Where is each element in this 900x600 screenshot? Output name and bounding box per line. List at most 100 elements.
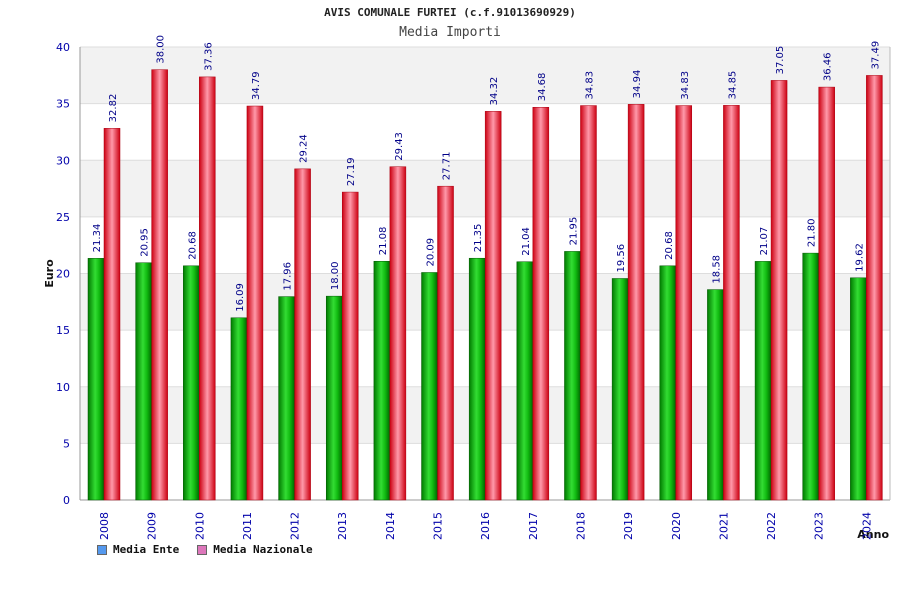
x-tick-label: 2009: [146, 512, 159, 540]
x-tick-label: 2019: [622, 512, 635, 540]
bar-media-nazionale: [675, 105, 693, 501]
data-label: 19.56: [616, 244, 627, 273]
x-tick-label: 2008: [98, 512, 111, 540]
data-label: 21.35: [473, 224, 484, 253]
bar-media-ente: [278, 296, 295, 501]
data-label: 38.00: [156, 35, 167, 64]
x-tick-label: 2010: [193, 512, 206, 540]
bar-media-nazionale: [437, 185, 454, 501]
data-label: 36.46: [823, 52, 834, 81]
y-tick-label: 0: [63, 494, 70, 507]
data-label: 29.24: [299, 134, 310, 163]
bar-media-nazionale: [866, 75, 883, 501]
x-tick-label: 2022: [765, 512, 778, 540]
x-tick-label: 2015: [432, 512, 445, 540]
y-tick-label: 20: [56, 268, 70, 281]
legend-label-ente: Media Ente: [113, 543, 180, 556]
data-label: 32.82: [108, 94, 119, 123]
y-tick-label: 35: [56, 98, 70, 111]
data-label: 27.71: [442, 152, 453, 181]
legend-item-nazionale: Media Nazionale: [197, 543, 313, 556]
bar-media-ente: [87, 258, 105, 501]
data-label: 19.62: [854, 243, 865, 272]
bar-media-nazionale: [389, 166, 407, 501]
chart-subtitle: Media Importi: [399, 25, 501, 40]
data-label: 37.05: [775, 46, 786, 75]
data-label: 37.36: [203, 42, 214, 71]
y-tick-label: 15: [56, 324, 70, 337]
legend-item-ente: Media Ente: [97, 543, 179, 556]
data-label: 21.04: [521, 227, 532, 256]
y-tick-label: 10: [56, 381, 70, 394]
y-tick-label: 5: [63, 437, 70, 450]
data-label: 16.09: [235, 283, 246, 312]
data-label: 20.68: [187, 231, 198, 260]
x-tick-label: 2016: [479, 512, 492, 540]
y-axis-label: Euro: [43, 259, 56, 288]
x-tick-label: 2017: [527, 512, 540, 540]
chart-title: AVIS COMUNALE FURTEI (c.f.91013690929): [324, 6, 576, 19]
data-label: 34.85: [727, 71, 738, 100]
data-label: 34.79: [251, 71, 262, 100]
x-tick-label: 2013: [336, 512, 349, 540]
data-label: 21.80: [807, 218, 818, 247]
data-label: 20.68: [664, 231, 675, 260]
bar-media-nazionale: [294, 168, 311, 501]
x-tick-label: 2011: [241, 512, 254, 540]
x-tick-label: 2018: [574, 512, 587, 540]
bar-media-ente: [611, 278, 629, 501]
x-tick-label: 2021: [717, 512, 730, 540]
data-label: 34.32: [489, 77, 500, 106]
x-tick-label: 2023: [813, 512, 826, 540]
bar-media-nazionale: [723, 105, 740, 501]
data-label: 27.19: [346, 157, 357, 186]
data-label: 34.83: [584, 71, 595, 100]
bar-media-ente: [325, 295, 343, 501]
data-label: 20.95: [140, 228, 151, 257]
x-tick-label: 2024: [860, 512, 873, 540]
bar-media-ente: [421, 272, 438, 501]
bar-media-ente: [516, 261, 534, 501]
data-label: 29.43: [394, 132, 405, 161]
bar-media-nazionale: [199, 76, 216, 501]
bar-media-nazionale: [770, 80, 788, 501]
bar-media-nazionale: [627, 104, 645, 501]
data-label: 18.58: [711, 255, 722, 284]
bar-media-ente: [230, 317, 248, 501]
x-tick-label: 2020: [670, 512, 683, 540]
data-label: 34.68: [537, 73, 548, 102]
data-label: 20.09: [426, 238, 437, 267]
bar-media-nazionale: [532, 106, 550, 501]
bar-media-nazionale: [246, 105, 264, 501]
data-label: 21.07: [759, 227, 770, 256]
x-tick-label: 2012: [289, 512, 302, 540]
bar-media-ente: [135, 262, 152, 501]
bar-media-ente: [468, 257, 486, 501]
x-axis-label: Anno: [857, 528, 889, 541]
legend: Media Ente Media Nazionale: [97, 543, 313, 556]
data-label: 17.96: [283, 262, 294, 291]
bar-media-nazionale: [151, 69, 168, 501]
bar-media-nazionale: [341, 191, 359, 501]
bar-media-ente: [754, 261, 772, 501]
data-label: 34.83: [680, 71, 691, 100]
data-label: 21.34: [92, 224, 103, 253]
data-label: 21.08: [378, 227, 389, 256]
data-label: 18.00: [330, 262, 341, 291]
legend-swatch-nazionale: [197, 544, 208, 555]
data-label: 37.49: [870, 41, 881, 70]
data-label: 21.95: [568, 217, 579, 246]
bar-media-ente: [707, 289, 724, 501]
data-label: 34.94: [632, 70, 643, 99]
legend-label-nazionale: Media Nazionale: [213, 543, 313, 556]
y-tick-label: 30: [56, 154, 70, 167]
bar-media-ente: [659, 265, 677, 501]
bar-media-ente: [373, 261, 391, 501]
bar-media-nazionale: [484, 111, 502, 501]
bar-media-ente: [564, 251, 581, 501]
y-tick-label: 25: [56, 211, 70, 224]
bar-media-nazionale: [818, 86, 835, 501]
y-tick-label: 40: [56, 41, 70, 54]
